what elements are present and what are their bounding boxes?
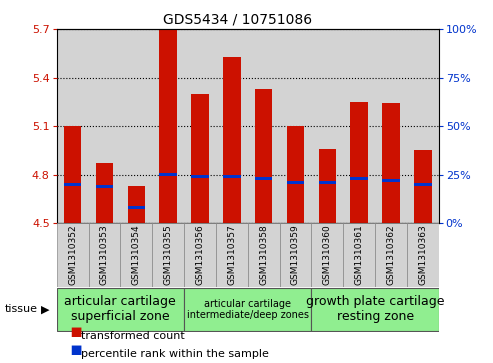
Bar	[407, 29, 439, 223]
Text: GSM1310356: GSM1310356	[195, 225, 205, 285]
Text: GSM1310363: GSM1310363	[419, 225, 427, 285]
Bar	[280, 29, 312, 223]
Bar	[318, 181, 336, 184]
Bar	[343, 29, 375, 223]
Bar	[216, 223, 247, 287]
Bar	[96, 184, 113, 188]
Bar	[89, 29, 120, 223]
Bar	[191, 94, 209, 223]
Text: articular cartilage
intermediate/deep zones: articular cartilage intermediate/deep zo…	[187, 299, 309, 320]
Bar	[184, 287, 312, 331]
Bar	[375, 223, 407, 287]
Bar	[247, 29, 280, 223]
Bar	[255, 89, 273, 223]
Bar	[152, 29, 184, 223]
Bar	[57, 287, 184, 331]
Text: GSM1310355: GSM1310355	[164, 225, 173, 285]
Text: GSM1310357: GSM1310357	[227, 225, 236, 285]
Text: articular cartilage
superficial zone: articular cartilage superficial zone	[65, 295, 176, 323]
Text: GSM1310353: GSM1310353	[100, 225, 109, 285]
Bar	[414, 150, 431, 223]
Text: ▪: ▪	[69, 322, 82, 341]
Bar	[407, 223, 439, 287]
Bar	[64, 183, 81, 186]
Bar	[184, 223, 216, 287]
Bar	[343, 223, 375, 287]
Bar	[382, 179, 400, 182]
Bar	[318, 149, 336, 223]
Bar	[375, 29, 407, 223]
Bar	[128, 186, 145, 223]
Text: ▪: ▪	[69, 340, 82, 359]
Bar	[414, 183, 431, 186]
Bar	[152, 223, 184, 287]
Bar	[184, 29, 216, 223]
Text: GSM1310352: GSM1310352	[68, 225, 77, 285]
Bar	[120, 29, 152, 223]
Bar	[57, 223, 89, 287]
Bar	[247, 223, 280, 287]
Bar	[312, 223, 343, 287]
Bar	[382, 103, 400, 223]
Bar	[96, 163, 113, 223]
Bar	[64, 126, 81, 223]
Text: GSM1310354: GSM1310354	[132, 225, 141, 285]
Text: GDS5434 / 10751086: GDS5434 / 10751086	[163, 13, 312, 27]
Bar	[312, 29, 343, 223]
Bar	[255, 177, 273, 180]
Bar	[57, 29, 89, 223]
Text: GSM1310359: GSM1310359	[291, 225, 300, 285]
Text: growth plate cartilage
resting zone: growth plate cartilage resting zone	[306, 295, 444, 323]
Bar	[223, 57, 241, 223]
Text: GSM1310361: GSM1310361	[354, 225, 364, 285]
Text: GSM1310362: GSM1310362	[387, 225, 395, 285]
Bar	[216, 29, 247, 223]
Text: percentile rank within the sample: percentile rank within the sample	[81, 349, 269, 359]
Text: GSM1310358: GSM1310358	[259, 225, 268, 285]
Text: tissue: tissue	[5, 305, 38, 314]
Bar	[89, 223, 120, 287]
Bar	[191, 175, 209, 179]
Bar	[159, 29, 177, 223]
Bar	[351, 102, 368, 223]
Bar	[287, 126, 304, 223]
Text: ▶: ▶	[41, 305, 49, 314]
Text: transformed count: transformed count	[81, 331, 185, 341]
Bar	[312, 287, 439, 331]
Bar	[120, 223, 152, 287]
Bar	[128, 206, 145, 209]
Bar	[223, 175, 241, 179]
Bar	[159, 173, 177, 176]
Text: GSM1310360: GSM1310360	[323, 225, 332, 285]
Bar	[280, 223, 312, 287]
Bar	[351, 177, 368, 180]
Bar	[287, 181, 304, 184]
